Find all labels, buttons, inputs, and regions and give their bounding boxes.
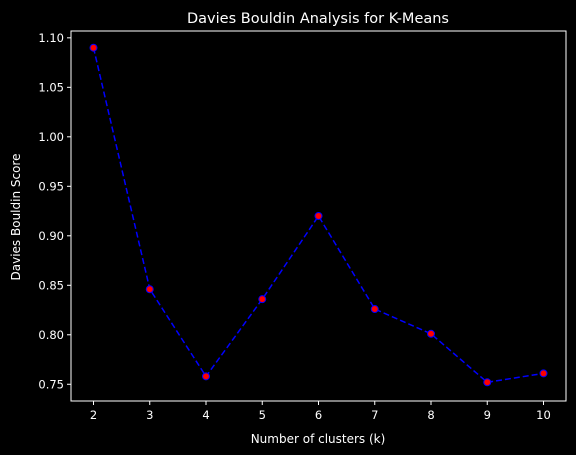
- x-tick-label: 7: [371, 408, 378, 422]
- data-point: [370, 305, 379, 314]
- y-tick-label: 0.85: [38, 278, 64, 292]
- data-point: [145, 285, 154, 294]
- y-axis-label: Davies Bouldin Score: [9, 154, 23, 281]
- y-tick-label: 0.75: [38, 377, 64, 391]
- x-tick-label: 9: [484, 408, 491, 422]
- x-axis-label: Number of clusters (k): [251, 432, 386, 446]
- x-tick-label: 8: [427, 408, 434, 422]
- data-point: [314, 212, 323, 220]
- x-tick-label: 2: [90, 408, 97, 422]
- y-tick-label: 1.00: [38, 130, 64, 144]
- data-point: [483, 378, 492, 387]
- data-point: [202, 372, 210, 381]
- x-tick-label: 5: [259, 408, 266, 422]
- y-tick-label: 1.05: [38, 80, 64, 94]
- x-tick-label: 3: [146, 408, 153, 422]
- y-tick-label: 0.80: [38, 328, 64, 342]
- x-tick-label: 6: [315, 408, 322, 422]
- data-point: [258, 295, 267, 304]
- x-tick-label: 10: [536, 408, 551, 422]
- data-point: [427, 329, 435, 338]
- data-point: [539, 369, 548, 378]
- plot-area: 2 3 4 5 6 7 8 9 10 0.75 0.80 0.85 0.90 0.95 1.00 1.05 1.…: [38, 30, 567, 422]
- data-point: [89, 43, 98, 52]
- y-tick-label: 0.90: [38, 229, 64, 243]
- y-tick-label: 1.10: [38, 31, 64, 45]
- series-line: [92, 47, 544, 384]
- y-tick-label: 0.95: [38, 179, 64, 193]
- chart-title: Davies Bouldin Analysis for K-Means: [187, 11, 449, 27]
- x-tick-label: 4: [202, 408, 209, 422]
